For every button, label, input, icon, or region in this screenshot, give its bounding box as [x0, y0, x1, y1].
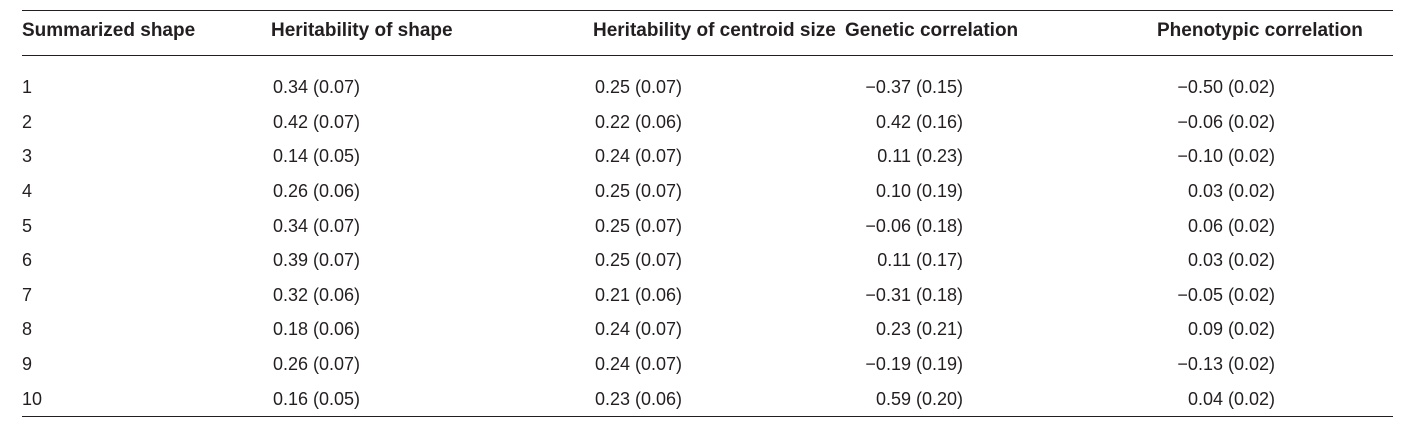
- cell-heritability-of-centroid-size: 0.25 (0.07): [595, 215, 683, 236]
- cell-heritability-of-shape: 0.16 (0.05): [273, 388, 361, 409]
- cell-phenotypic-correlation: −0.50 (0.02): [1157, 56, 1393, 105]
- phenotypic-correlation-value: 0.03 (0.02): [1187, 181, 1275, 202]
- cell-genetic-correlation: 0.11 (0.17): [845, 243, 1157, 278]
- cell-phenotypic-correlation: 0.03 (0.02): [1157, 243, 1393, 278]
- cell-phenotypic-correlation: −0.05 (0.02): [1157, 278, 1393, 313]
- genetic-correlation-value: 0.23 (0.21): [875, 319, 963, 340]
- cell-summarized-shape: 4: [22, 181, 33, 202]
- cell-phenotypic-correlation: −0.10 (0.02): [1157, 139, 1393, 174]
- cell-heritability-of-shape: 0.26 (0.06): [273, 181, 361, 202]
- cell-phenotypic-correlation: −0.13 (0.02): [1157, 347, 1393, 382]
- cell-genetic-correlation: 0.23 (0.21): [845, 312, 1157, 347]
- cell-genetic-correlation: 0.10 (0.19): [845, 174, 1157, 209]
- cell-heritability-of-shape: 0.34 (0.07): [273, 77, 361, 98]
- cell-phenotypic-correlation: 0.04 (0.02): [1157, 381, 1393, 416]
- table-row: 5 0.34 (0.07) 0.25 (0.07) −0.06 (0.18) 0.06 …: [22, 208, 1393, 243]
- cell-heritability-of-shape: 0.26 (0.07): [273, 354, 361, 375]
- genetic-correlation-value: 0.42 (0.16): [875, 111, 963, 132]
- table-row: 3 0.14 (0.05) 0.24 (0.07) 0.11 (0.23) −0.10 …: [22, 139, 1393, 174]
- cell-summarized-shape: 6: [22, 250, 33, 271]
- table-row: 7 0.32 (0.06) 0.21 (0.06) −0.31 (0.18) −0.05…: [22, 278, 1393, 313]
- table-row: 9 0.26 (0.07) 0.24 (0.07) −0.19 (0.19) −0.13…: [22, 347, 1393, 382]
- cell-heritability-of-centroid-size: 0.21 (0.06): [595, 284, 683, 305]
- table-row: 2 0.42 (0.07) 0.22 (0.06) 0.42 (0.16) −0.06 …: [22, 105, 1393, 140]
- cell-summarized-shape: 1: [22, 77, 33, 98]
- cell-phenotypic-correlation: −0.06 (0.02): [1157, 105, 1393, 140]
- phenotypic-correlation-value: −0.06 (0.02): [1177, 111, 1275, 132]
- cell-heritability-of-centroid-size: 0.24 (0.07): [595, 146, 683, 167]
- cell-summarized-shape: 8: [22, 319, 33, 340]
- genetic-correlation-value: 0.10 (0.19): [875, 181, 963, 202]
- phenotypic-correlation-value: 0.04 (0.02): [1187, 388, 1275, 409]
- phenotypic-correlation-value: 0.09 (0.02): [1187, 319, 1275, 340]
- cell-phenotypic-correlation: 0.06 (0.02): [1157, 208, 1393, 243]
- cell-heritability-of-centroid-size: 0.23 (0.06): [595, 388, 683, 409]
- phenotypic-correlation-value: 0.03 (0.02): [1187, 250, 1275, 271]
- table-row: 4 0.26 (0.06) 0.25 (0.07) 0.10 (0.19) 0.03 (…: [22, 174, 1393, 209]
- cell-phenotypic-correlation: 0.09 (0.02): [1157, 312, 1393, 347]
- genetic-correlation-value: −0.06 (0.18): [865, 215, 963, 236]
- cell-summarized-shape: 7: [22, 284, 33, 305]
- cell-heritability-of-shape: 0.34 (0.07): [273, 215, 361, 236]
- phenotypic-correlation-value: −0.05 (0.02): [1177, 284, 1275, 305]
- header-heritability-of-centroid-size: Heritability of centroid size: [593, 20, 836, 41]
- genetic-correlation-value: 0.11 (0.23): [877, 146, 963, 167]
- cell-genetic-correlation: 0.59 (0.20): [845, 381, 1157, 416]
- cell-heritability-of-shape: 0.39 (0.07): [273, 250, 361, 271]
- phenotypic-correlation-value: −0.10 (0.02): [1177, 146, 1275, 167]
- cell-heritability-of-shape: 0.42 (0.07): [273, 111, 361, 132]
- cell-heritability-of-centroid-size: 0.25 (0.07): [595, 77, 683, 98]
- cell-summarized-shape: 9: [22, 354, 33, 375]
- cell-heritability-of-shape: 0.14 (0.05): [273, 146, 361, 167]
- cell-heritability-of-centroid-size: 0.25 (0.07): [595, 181, 683, 202]
- cell-genetic-correlation: −0.06 (0.18): [845, 208, 1157, 243]
- cell-heritability-of-centroid-size: 0.22 (0.06): [595, 111, 683, 132]
- genetic-correlation-value: 0.11 (0.17): [877, 250, 963, 271]
- cell-genetic-correlation: −0.19 (0.19): [845, 347, 1157, 382]
- phenotypic-correlation-value: −0.50 (0.02): [1177, 77, 1275, 98]
- header-genetic-correlation: Genetic correlation: [845, 20, 1019, 41]
- cell-heritability-of-centroid-size: 0.24 (0.07): [595, 319, 683, 340]
- cell-summarized-shape: 2: [22, 111, 33, 132]
- header-phenotypic-correlation: Phenotypic correlation: [1157, 20, 1363, 41]
- genetic-correlation-value: −0.37 (0.15): [865, 77, 963, 98]
- phenotypic-correlation-value: 0.06 (0.02): [1187, 215, 1275, 236]
- genetic-correlation-value: 0.59 (0.20): [875, 388, 963, 409]
- cell-summarized-shape: 3: [22, 146, 33, 167]
- cell-summarized-shape: 5: [22, 215, 33, 236]
- table-row: 8 0.18 (0.06) 0.24 (0.07) 0.23 (0.21) 0.09 (…: [22, 312, 1393, 347]
- header-heritability-of-shape: Heritability of shape: [271, 20, 453, 41]
- cell-genetic-correlation: 0.42 (0.16): [845, 105, 1157, 140]
- cell-heritability-of-centroid-size: 0.25 (0.07): [595, 250, 683, 271]
- heritability-correlation-table: Summarized shape Heritability of shape H…: [22, 10, 1393, 417]
- phenotypic-correlation-value: −0.13 (0.02): [1177, 354, 1275, 375]
- cell-genetic-correlation: 0.11 (0.23): [845, 139, 1157, 174]
- genetic-correlation-value: −0.31 (0.18): [865, 284, 963, 305]
- data-table-container: Summarized shape Heritability of shape H…: [22, 10, 1393, 417]
- table-row: 10 0.16 (0.05) 0.23 (0.06) 0.59 (0.20) 0.04 …: [22, 381, 1393, 417]
- cell-heritability-of-centroid-size: 0.24 (0.07): [595, 354, 683, 375]
- cell-genetic-correlation: −0.31 (0.18): [845, 278, 1157, 313]
- table-header: Summarized shape Heritability of shape H…: [22, 10, 1393, 56]
- genetic-correlation-value: −0.19 (0.19): [865, 354, 963, 375]
- table-row: 6 0.39 (0.07) 0.25 (0.07) 0.11 (0.17) 0.03 (…: [22, 243, 1393, 278]
- table-body: 1 0.34 (0.07) 0.25 (0.07) −0.37 (0.15) −0.50…: [22, 56, 1393, 417]
- cell-genetic-correlation: −0.37 (0.15): [845, 56, 1157, 105]
- cell-heritability-of-shape: 0.32 (0.06): [273, 284, 361, 305]
- header-row: Summarized shape Heritability of shape H…: [22, 10, 1393, 56]
- table-row: 1 0.34 (0.07) 0.25 (0.07) −0.37 (0.15) −0.50…: [22, 56, 1393, 105]
- cell-summarized-shape: 10: [22, 388, 43, 409]
- header-summarized-shape: Summarized shape: [22, 20, 196, 41]
- cell-phenotypic-correlation: 0.03 (0.02): [1157, 174, 1393, 209]
- cell-heritability-of-shape: 0.18 (0.06): [273, 319, 361, 340]
